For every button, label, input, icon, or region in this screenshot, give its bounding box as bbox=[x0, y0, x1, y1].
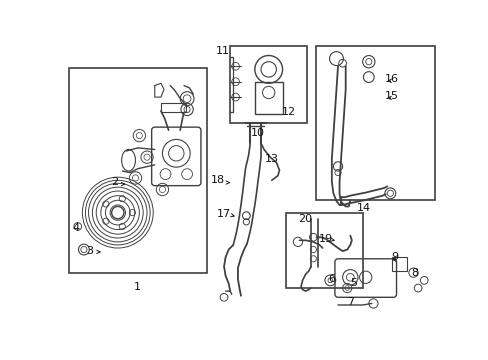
Text: 18: 18 bbox=[210, 175, 224, 185]
Bar bbox=[316, 46, 434, 200]
Text: 19: 19 bbox=[318, 234, 332, 244]
Text: 17: 17 bbox=[217, 209, 231, 219]
Text: 20: 20 bbox=[298, 214, 312, 224]
Bar bbox=[391, 257, 407, 271]
Text: 6: 6 bbox=[327, 274, 335, 284]
Text: 12: 12 bbox=[281, 108, 295, 117]
Text: 15: 15 bbox=[384, 91, 398, 100]
Bar bbox=[68, 68, 207, 273]
Text: 14: 14 bbox=[356, 203, 370, 213]
Bar bbox=[254, 82, 282, 114]
Bar bbox=[285, 213, 362, 288]
Text: 7: 7 bbox=[346, 297, 353, 307]
Text: 13: 13 bbox=[264, 154, 278, 164]
Bar bbox=[161, 103, 185, 112]
Text: 3: 3 bbox=[86, 246, 93, 256]
Bar bbox=[230, 46, 306, 123]
Text: 11: 11 bbox=[215, 46, 229, 56]
Text: 10: 10 bbox=[250, 127, 264, 138]
Text: 8: 8 bbox=[410, 267, 418, 278]
Text: 4: 4 bbox=[73, 223, 80, 233]
Text: 2: 2 bbox=[111, 177, 118, 187]
Text: 16: 16 bbox=[384, 73, 398, 84]
Text: 9: 9 bbox=[390, 252, 398, 262]
Text: 1: 1 bbox=[134, 282, 141, 292]
Text: 5: 5 bbox=[349, 278, 356, 288]
